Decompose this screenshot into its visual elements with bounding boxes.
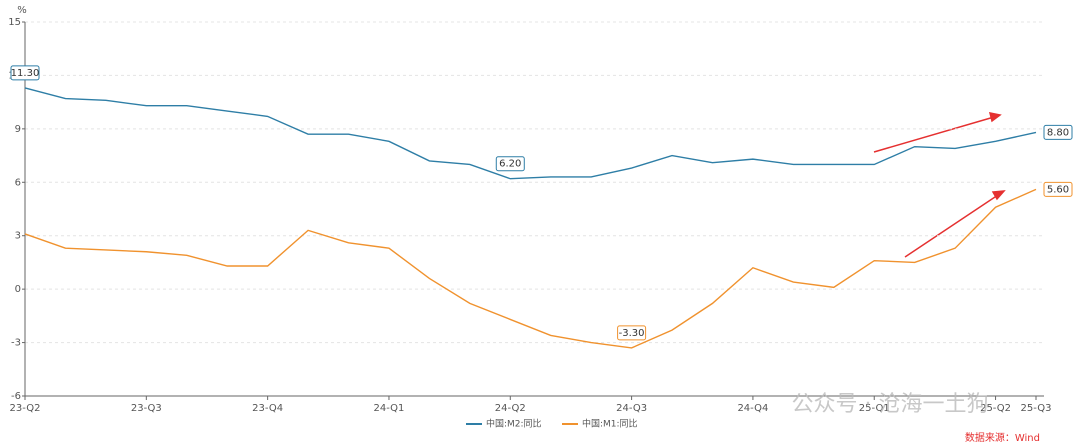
x-tick-label: 24-Q3 xyxy=(616,403,647,414)
value-label-box xyxy=(617,325,647,341)
y-tick-label: 0 xyxy=(15,284,21,295)
value-label: 8.80 xyxy=(1047,127,1069,138)
y-tick-label: 3 xyxy=(15,231,21,242)
value-label-box xyxy=(10,65,40,81)
watermark: 公众号 · 沧海一土狗 xyxy=(792,392,989,417)
legend-label: 中国:M1:同比 xyxy=(582,418,638,430)
value-label: -3.30 xyxy=(619,328,645,339)
x-tick-label: 25-Q2 xyxy=(980,403,1011,414)
series-line xyxy=(24,87,1037,180)
x-tick-label: 25-Q3 xyxy=(1021,403,1052,414)
x-tick-label: 24-Q1 xyxy=(373,403,404,414)
x-tick-label: 23-Q2 xyxy=(10,403,41,414)
source: 数据来源：Wind xyxy=(965,431,1040,444)
x-tick-label: 25-Q1 xyxy=(859,403,890,414)
y-tick-label: 9 xyxy=(15,124,21,135)
value-label-box xyxy=(1043,181,1073,197)
y-tick-label: 15 xyxy=(8,17,21,28)
trend-arrows xyxy=(873,112,1006,258)
series-line xyxy=(24,188,1037,349)
value-label-box xyxy=(495,156,525,172)
value-label: 5.60 xyxy=(1047,184,1069,195)
y-tick-label: -3 xyxy=(11,338,21,349)
y-tick-label: -6 xyxy=(11,391,21,402)
value-label-box xyxy=(1043,124,1073,140)
legend-label: 中国:M2:同比 xyxy=(486,418,542,430)
x-tick-label: 24-Q4 xyxy=(737,403,768,414)
x-tick-label: 23-Q4 xyxy=(252,403,283,414)
value-label: 6.20 xyxy=(499,159,521,170)
x-tick-label: 23-Q3 xyxy=(131,403,162,414)
x-tick-label: 24-Q2 xyxy=(495,403,526,414)
y-unit: % xyxy=(17,5,27,16)
y-tick-label: 6 xyxy=(15,177,21,188)
value-label: 11.30 xyxy=(11,68,40,79)
